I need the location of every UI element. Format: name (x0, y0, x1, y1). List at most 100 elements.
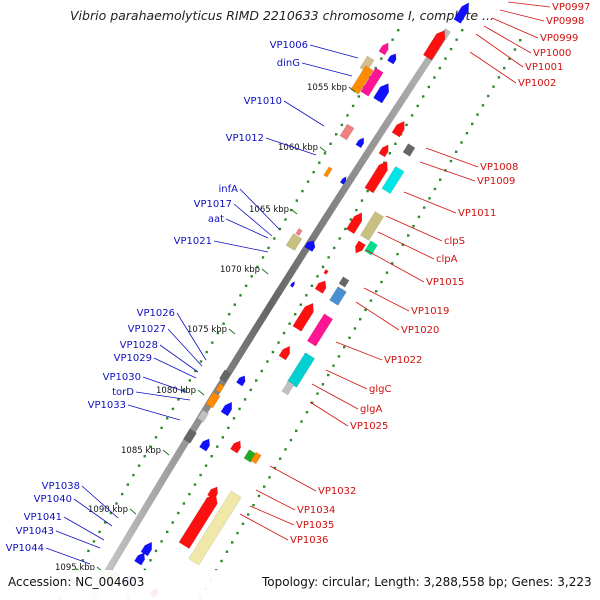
track-dot (385, 271, 389, 274)
track-dot (487, 94, 490, 98)
gene-feature (355, 137, 365, 149)
leader-line (301, 62, 353, 77)
track-dot (335, 133, 338, 136)
kbp-tick-mark (348, 86, 356, 93)
gene-feature (205, 391, 221, 409)
leader-line (283, 100, 325, 127)
track-dot (243, 398, 247, 401)
leader-line (491, 17, 539, 39)
track-dot (337, 355, 341, 358)
track-dot (299, 303, 302, 306)
track-dot (332, 364, 335, 367)
track-dot (257, 494, 261, 498)
kbp-tick-mark (319, 146, 327, 153)
track-dot (423, 206, 426, 209)
leader-line (385, 215, 443, 242)
track-dot (476, 113, 479, 116)
track-dot (241, 522, 245, 525)
track-dot (355, 208, 358, 212)
gene-label-minus: VP1021 (174, 236, 212, 247)
track-dot (233, 303, 236, 306)
gene-shape (236, 375, 246, 387)
track-dot (81, 559, 84, 562)
track-dot (300, 420, 303, 423)
leader-line (425, 147, 479, 168)
gene-label-plus: VP1035 (296, 520, 334, 531)
track-dot (204, 464, 208, 467)
track-dot (460, 141, 463, 144)
leader-line (213, 240, 269, 253)
track-dot (205, 350, 208, 354)
gene-shape (140, 541, 153, 557)
gene-feature (323, 166, 333, 178)
track-dot (263, 485, 266, 488)
leader-line (507, 1, 551, 8)
gene-feature (292, 302, 314, 332)
track-dot (92, 540, 96, 543)
gene-shape (306, 313, 334, 347)
track-dot (199, 360, 203, 363)
track-dot (465, 132, 469, 135)
track-dot (394, 142, 397, 145)
leader-line (233, 203, 273, 237)
gene-feature (178, 494, 218, 549)
track-dot (427, 85, 430, 89)
track-dot (216, 331, 220, 335)
kbp-ticks: 1055 kbp 1060 kbp 1065 kbp 1070 kbp 1075 kbp… (55, 83, 356, 573)
track-dot (329, 142, 332, 145)
chromosome-backbone (88, 28, 451, 600)
gene-shape (304, 240, 316, 252)
track-dot (301, 189, 304, 193)
gene-feature (323, 269, 329, 275)
track-dot (461, 29, 464, 32)
gene-label-minus: VP1033 (88, 400, 126, 411)
kbp-tick-mark (162, 449, 170, 456)
gene-feature (364, 161, 388, 194)
gene-feature (306, 313, 334, 347)
gene-shape (183, 428, 197, 444)
track-dot (310, 284, 314, 287)
gene-label-plus: VP1025 (350, 421, 388, 432)
track-dot (115, 502, 118, 505)
track-dot (416, 104, 419, 108)
gene-shape (292, 302, 314, 332)
gene-shape (295, 228, 303, 236)
track-dot (143, 455, 146, 458)
gene-label-plus: VP1019 (411, 306, 449, 317)
track-dots (59, 29, 522, 600)
track-dot (327, 256, 330, 259)
track-dot (410, 114, 414, 117)
gene-label-minus: VP1017 (194, 199, 232, 210)
track-dot (388, 152, 391, 155)
track-dot (177, 511, 180, 515)
gene-label-plus: VP1000 (533, 48, 571, 59)
track-dot (481, 104, 485, 107)
track-dot (305, 411, 309, 414)
gene-feature (350, 65, 374, 95)
gene-label-plus: VP1011 (458, 208, 496, 219)
track-dot (318, 161, 321, 164)
gene-shape (355, 137, 365, 149)
gene-label-minus: VP1010 (244, 96, 282, 107)
gene-label-minus: infA (219, 184, 239, 195)
kbp-tick-mark (290, 208, 298, 215)
track-dot (323, 152, 327, 155)
kbp-tick-label: 1055 kbp (307, 83, 347, 93)
gene-label-minus: aat (208, 214, 224, 225)
gene-label-minus: VP1028 (120, 340, 158, 351)
leader-line (135, 391, 191, 401)
leader-line (55, 530, 101, 549)
track-dot (166, 417, 169, 420)
track-dot (87, 549, 90, 553)
gene-shape (323, 269, 329, 275)
gene-shape (355, 240, 366, 254)
kbp-tick-label: 1075 kbp (187, 325, 227, 335)
accession-label: Accession: NC_004603 (8, 575, 144, 589)
leader-line (81, 485, 119, 519)
topology-label: Topology: circular; Length: 3,288,558 bp… (261, 575, 592, 589)
leader-line (363, 287, 410, 312)
track-dot (228, 313, 231, 316)
track-dot (250, 275, 253, 278)
track-dot (284, 448, 287, 451)
track-dot (279, 457, 282, 460)
